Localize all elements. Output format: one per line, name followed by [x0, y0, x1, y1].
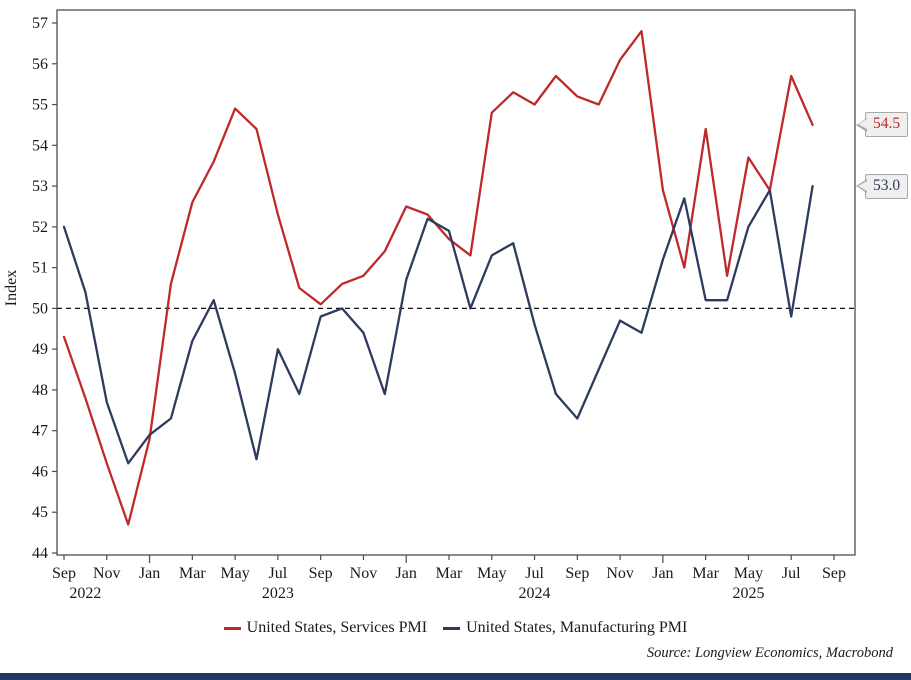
- y-tick-label-47: 47: [32, 423, 48, 440]
- y-tick-label-50: 50: [32, 300, 48, 317]
- x-tick-label-12: Sep: [565, 565, 589, 582]
- year-label-2025: 2025: [732, 585, 764, 602]
- y-tick-label-49: 49: [32, 341, 48, 358]
- x-tick-label-8: Jan: [396, 565, 417, 582]
- x-tick-label-9: Mar: [436, 565, 463, 582]
- year-label-2024: 2024: [519, 585, 551, 602]
- x-tick-label-11: Jul: [525, 565, 544, 582]
- year-label-2022: 2022: [69, 585, 101, 602]
- y-tick-label-45: 45: [32, 504, 48, 521]
- callout-pointer-icon: [856, 117, 867, 132]
- y-tick-label-56: 56: [32, 56, 48, 73]
- source-note: Source: Longview Economics, Macrobond: [646, 645, 893, 661]
- manufacturing-line-swatch-icon: [443, 626, 461, 630]
- legend-label-manufacturing: United States, Manufacturing PMI: [466, 619, 688, 636]
- y-tick-label-53: 53: [32, 178, 48, 195]
- bottom-accent-bar: [0, 673, 911, 680]
- y-tick-label-46: 46: [32, 463, 48, 480]
- end-value-services: 54.5: [865, 112, 909, 138]
- legend-item-services: United States, Services PMI: [223, 619, 428, 637]
- x-tick-label-3: Mar: [179, 565, 206, 582]
- services-line-swatch-icon: [223, 626, 241, 630]
- x-tick-label-14: Jan: [652, 565, 673, 582]
- x-tick-label-5: Jul: [269, 565, 288, 582]
- y-tick-label-44: 44: [32, 545, 48, 562]
- y-tick-label-55: 55: [32, 97, 48, 114]
- x-tick-label-2: Jan: [139, 565, 160, 582]
- x-tick-label-18: Sep: [822, 565, 846, 582]
- pmi-line-chart: 44 45 46 47 48 49 50 51 52 53 54 55 56 57 Sep Nov Jan Mar…: [3, 9, 856, 602]
- y-tick-label-57: 57: [32, 15, 48, 32]
- y-tick-label-52: 52: [32, 219, 48, 236]
- y-tick-label-48: 48: [32, 382, 48, 399]
- x-tick-label-16: May: [734, 565, 763, 582]
- y-tick-label-51: 51: [32, 260, 48, 277]
- legend-item-manufacturing: United States, Manufacturing PMI: [443, 619, 687, 637]
- end-value-callout-manufacturing: 53.0: [856, 172, 909, 200]
- x-tick-label-6: Sep: [309, 565, 333, 582]
- series-line-services-pmi: [62, 30, 814, 526]
- x-tick-label-0: Sep: [52, 565, 76, 582]
- y-tick-label-54: 54: [32, 137, 48, 154]
- series-line-manufacturing-pmi: [62, 184, 814, 465]
- end-value-manufacturing: 53.0: [865, 173, 909, 199]
- legend-label-services: United States, Services PMI: [246, 619, 428, 636]
- callout-pointer-icon: [856, 179, 867, 194]
- x-tick-label-13: Nov: [606, 565, 634, 582]
- x-tick-label-15: Mar: [692, 565, 719, 582]
- x-tick-label-7: Nov: [350, 565, 378, 582]
- x-tick-label-10: May: [477, 565, 506, 582]
- end-value-callout-services: 54.5: [856, 111, 909, 139]
- year-label-2023: 2023: [262, 585, 294, 602]
- legend: United States, Services PMI United State…: [0, 619, 911, 637]
- y-axis-title: Index: [3, 270, 20, 306]
- plot-frame: [56, 9, 856, 556]
- x-tick-label-4: May: [220, 565, 249, 582]
- x-tick-label-1: Nov: [93, 565, 121, 582]
- x-tick-label-17: Jul: [782, 565, 801, 582]
